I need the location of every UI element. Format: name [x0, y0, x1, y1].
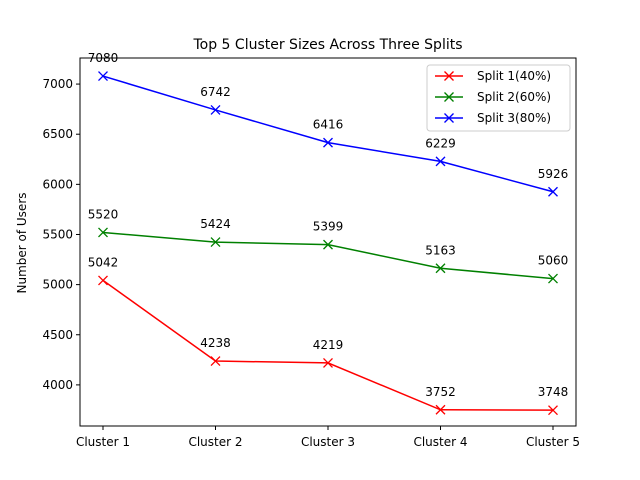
marker-stroke — [548, 186, 558, 197]
marker-stroke — [435, 156, 446, 167]
data-label: 6229 — [425, 136, 456, 150]
marker-stroke — [323, 239, 333, 250]
data-point — [98, 275, 108, 286]
marker-stroke — [323, 137, 333, 148]
data-label: 3748 — [538, 385, 569, 399]
marker-stroke — [210, 237, 221, 248]
data-point — [323, 239, 333, 250]
chart-title: Top 5 Cluster Sizes Across Three Splits — [192, 37, 462, 53]
data-point — [323, 137, 333, 148]
data-point — [548, 186, 558, 197]
data-label: 4219 — [313, 338, 344, 352]
x-tick-label: Cluster 1 — [76, 435, 130, 449]
data-point — [548, 405, 558, 416]
marker-stroke — [210, 356, 221, 366]
legend-label: Split 3(80%) — [477, 111, 551, 125]
data-label: 4238 — [200, 336, 231, 350]
y-tick-label: 7000 — [42, 77, 73, 91]
series-line — [102, 231, 554, 280]
marker-stroke — [435, 263, 446, 274]
y-tick-label: 6000 — [42, 177, 73, 191]
y-axis-label: Number of Users — [15, 192, 29, 293]
data-point — [210, 356, 221, 366]
marker-stroke — [98, 275, 108, 286]
data-label: 5424 — [200, 217, 231, 231]
marker-stroke — [323, 357, 333, 368]
data-label: 6742 — [200, 85, 231, 99]
data-point — [548, 273, 558, 284]
data-point — [98, 71, 108, 82]
marker-stroke — [444, 71, 454, 81]
y-tick-label: 4500 — [42, 328, 73, 342]
data-point — [435, 263, 446, 274]
y-tick-label: 4000 — [42, 378, 73, 392]
y-tick-label: 6500 — [42, 127, 73, 141]
marker-stroke — [210, 104, 221, 115]
legend-label: Split 2(60%) — [477, 90, 551, 104]
plot-frame — [79, 57, 577, 427]
data-label: 5163 — [425, 243, 456, 257]
data-label: 6416 — [313, 118, 344, 132]
y-tick-label: 5000 — [42, 278, 73, 292]
legend: Split 1(40%) Split 2(60%) Split 3(80%) — [426, 64, 571, 132]
x-tick-label: Cluster 3 — [301, 435, 355, 449]
legend-marker — [444, 71, 454, 81]
data-point — [210, 104, 221, 115]
legend-label: Split 1(40%) — [477, 69, 551, 83]
data-point — [323, 357, 333, 368]
data-label: 5399 — [313, 220, 344, 234]
legend-box — [426, 64, 571, 132]
x-tick-label: Cluster 5 — [526, 435, 580, 449]
data-label: 5926 — [538, 167, 569, 181]
marker-stroke — [98, 227, 108, 238]
data-point — [435, 404, 446, 415]
x-tick-label: Cluster 2 — [188, 435, 242, 449]
marker-stroke — [98, 71, 108, 82]
marker-stroke — [444, 113, 454, 123]
y-tick-label: 5500 — [42, 227, 73, 241]
data-label: 5060 — [538, 254, 569, 268]
data-point — [98, 227, 108, 238]
data-label: 3752 — [425, 385, 456, 399]
marker-stroke — [548, 273, 558, 284]
data-point — [210, 237, 221, 248]
x-tick-label: Cluster 4 — [413, 435, 467, 449]
data-point — [435, 156, 446, 167]
legend-marker — [444, 92, 454, 102]
marker-stroke — [435, 404, 446, 415]
legend-marker — [444, 113, 454, 123]
marker-stroke — [548, 405, 558, 416]
data-label: 5042 — [88, 255, 119, 269]
plot-area: 4000 4500 5000 5500 6000 6500 7000 Cluster 1 Clu… — [42, 51, 580, 449]
marker-stroke — [444, 92, 454, 102]
data-label: 5520 — [88, 207, 119, 221]
